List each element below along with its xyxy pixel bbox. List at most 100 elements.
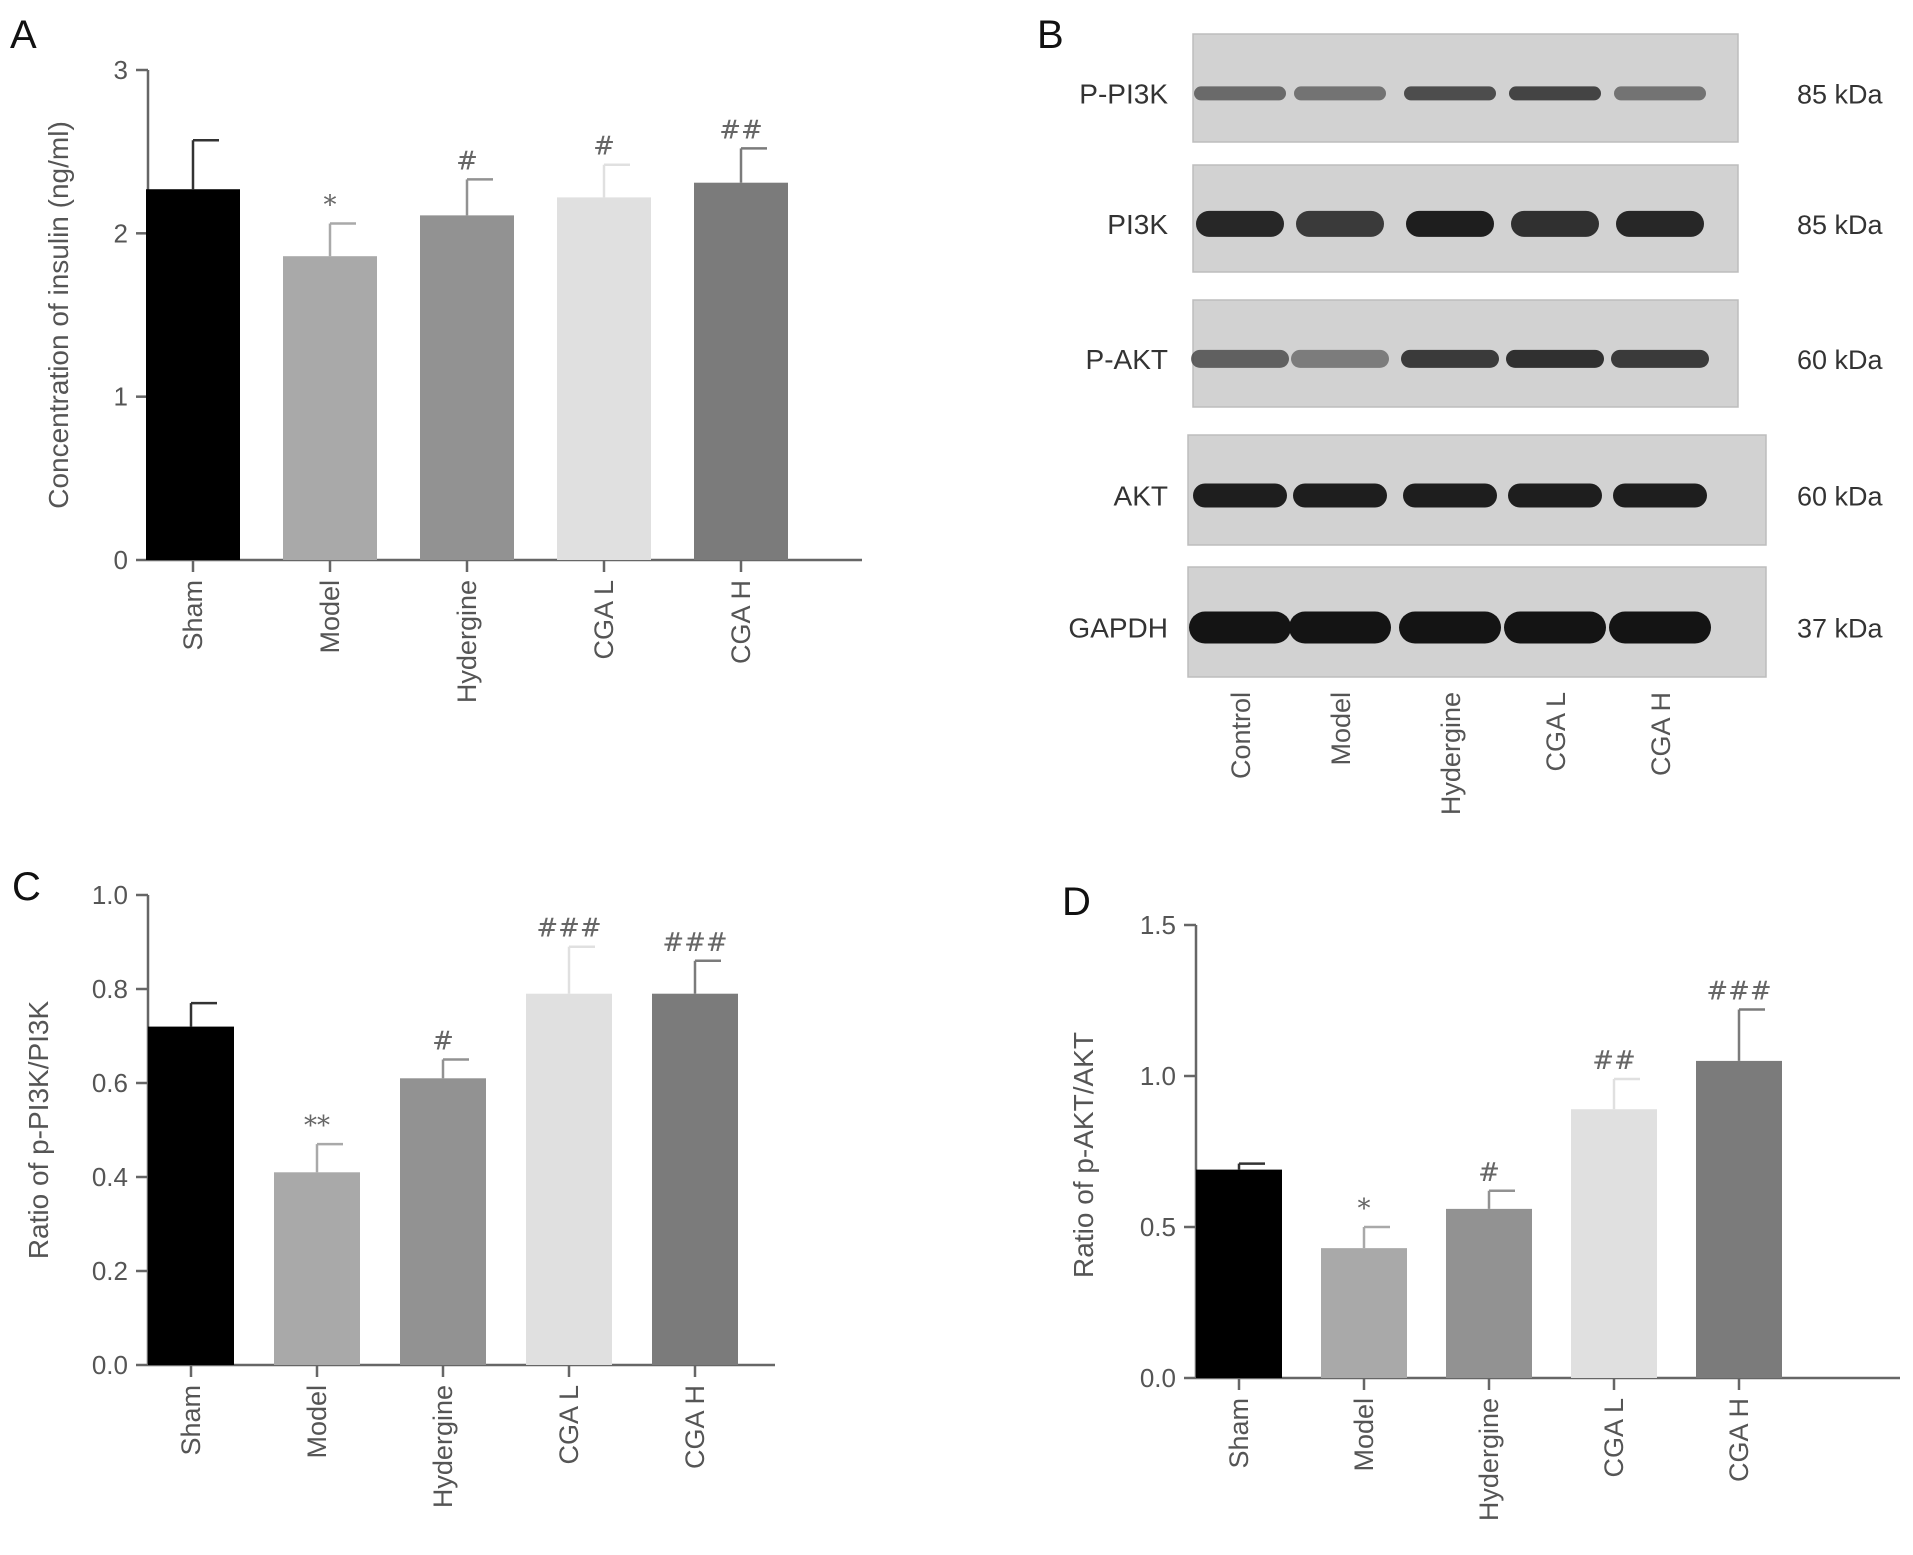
y-tick-label: 2: [114, 218, 128, 248]
significance-mark: ###: [1706, 977, 1771, 1007]
significance-mark: ##: [719, 115, 763, 145]
category-label: CGA L: [554, 1385, 584, 1465]
blot-band: [1613, 483, 1707, 508]
blot-row-label: PI3K: [1107, 209, 1168, 240]
category-label: CGA H: [726, 580, 756, 664]
bar: [146, 189, 240, 560]
panel-letter-b: B: [1037, 13, 1064, 57]
significance-mark: *: [324, 191, 337, 221]
blot-band: [1399, 611, 1501, 644]
significance-mark: ##: [1592, 1046, 1636, 1076]
blot-row-label: AKT: [1114, 481, 1168, 512]
panel-c-chart: 0.0 0.2 0.4 0.6 0.8 1.0 Ratio of p-PI3K/PI3K Sh…: [23, 880, 775, 1508]
molecular-weight-label: 60 kDa: [1797, 345, 1884, 375]
panel-letter-d: D: [1062, 880, 1091, 924]
y-axis-label: Ratio of p-PI3K/PI3K: [23, 1000, 54, 1259]
category-label: CGA H: [680, 1385, 710, 1469]
molecular-weight-label: 85 kDa: [1797, 79, 1884, 109]
significance-mark: #: [1478, 1158, 1500, 1188]
lane-label: Hydergine: [1436, 692, 1466, 815]
category-label: Model: [1349, 1398, 1379, 1472]
bar: [1571, 1109, 1657, 1378]
blot-band: [1406, 210, 1494, 237]
bar: [420, 215, 514, 560]
y-tick-label: 1.5: [1140, 910, 1176, 940]
y-tick-label: 0: [114, 545, 128, 575]
blot-band: [1611, 349, 1709, 368]
blot-band: [1189, 611, 1291, 644]
blot-band: [1294, 86, 1386, 101]
y-tick-label: 1: [114, 382, 128, 412]
category-label: Hydergine: [1474, 1398, 1504, 1521]
lane-label: CGA H: [1646, 692, 1676, 776]
bar: [1696, 1060, 1782, 1378]
blot-band: [1609, 611, 1711, 644]
blot-band: [1404, 86, 1496, 101]
y-tick-label: 0.6: [92, 1068, 128, 1098]
category-label: Hydergine: [452, 580, 482, 703]
bar: [694, 182, 788, 560]
y-tick-label: 0.2: [92, 1256, 128, 1286]
bar: [557, 197, 651, 560]
y-axis-label: Concentration of insulin (ng/ml): [43, 121, 74, 509]
category-label: CGA L: [1599, 1398, 1629, 1478]
y-tick-label: 3: [114, 55, 128, 85]
significance-mark: #: [432, 1027, 454, 1057]
y-tick-label: 0.5: [1140, 1212, 1176, 1242]
molecular-weight-label: 37 kDa: [1797, 614, 1884, 644]
blot-band: [1508, 483, 1602, 508]
blot-band: [1509, 86, 1601, 101]
bar: [526, 993, 612, 1365]
blot-band: [1506, 349, 1604, 368]
bar: [1321, 1248, 1407, 1378]
blot-band: [1616, 210, 1704, 237]
y-tick-label: 0.8: [92, 974, 128, 1004]
category-label: CGA L: [589, 580, 619, 660]
significance-mark: #: [456, 146, 478, 176]
y-tick-label: 0.4: [92, 1162, 128, 1192]
bar: [400, 1078, 486, 1365]
molecular-weight-label: 85 kDa: [1797, 210, 1884, 240]
significance-mark: ###: [662, 928, 727, 958]
blot-band: [1614, 86, 1706, 101]
blot-band: [1511, 210, 1599, 237]
blot-row-label: GAPDH: [1068, 613, 1168, 644]
blot-band: [1193, 483, 1287, 508]
significance-mark: *: [1358, 1194, 1371, 1224]
y-tick-label: 0.0: [92, 1350, 128, 1380]
blot-band: [1191, 349, 1289, 368]
blot-band: [1291, 349, 1389, 368]
significance-mark: ###: [536, 914, 601, 944]
category-label: Model: [302, 1385, 332, 1459]
bar: [148, 1026, 234, 1365]
lane-label: Control: [1226, 692, 1256, 779]
bar: [1196, 1169, 1282, 1378]
y-axis-label: Ratio of p-AKT/AKT: [1068, 1032, 1099, 1278]
category-label: Model: [315, 580, 345, 654]
significance-mark: **: [304, 1111, 330, 1141]
blot-row-label: P-PI3K: [1079, 78, 1168, 109]
category-label: Sham: [176, 1385, 206, 1456]
bar: [1446, 1208, 1532, 1378]
blot-band: [1403, 483, 1497, 508]
blot-band: [1194, 86, 1286, 101]
blot-band: [1196, 210, 1284, 237]
blot-band: [1296, 210, 1384, 237]
bar: [652, 993, 738, 1365]
blot-row-label: P-AKT: [1086, 344, 1168, 375]
blot-band: [1293, 483, 1387, 508]
category-label: Sham: [178, 580, 208, 651]
panel-d-chart: 0.0 0.5 1.0 1.5 Ratio of p-AKT/AKT Sham * Model…: [1068, 910, 1900, 1521]
blot-band: [1401, 349, 1499, 368]
bar: [274, 1172, 360, 1365]
category-label: Hydergine: [428, 1385, 458, 1508]
panel-letter-c: C: [12, 865, 41, 909]
bar: [283, 256, 377, 560]
significance-mark: #: [593, 132, 615, 162]
panel-a-chart: 0 1 2 3 Concentration of insulin (ng/ml) Sham…: [43, 55, 862, 703]
y-tick-label: 1.0: [1140, 1061, 1176, 1091]
category-label: Sham: [1224, 1398, 1254, 1469]
lane-label: CGA L: [1541, 692, 1571, 772]
y-tick-label: 1.0: [92, 880, 128, 910]
